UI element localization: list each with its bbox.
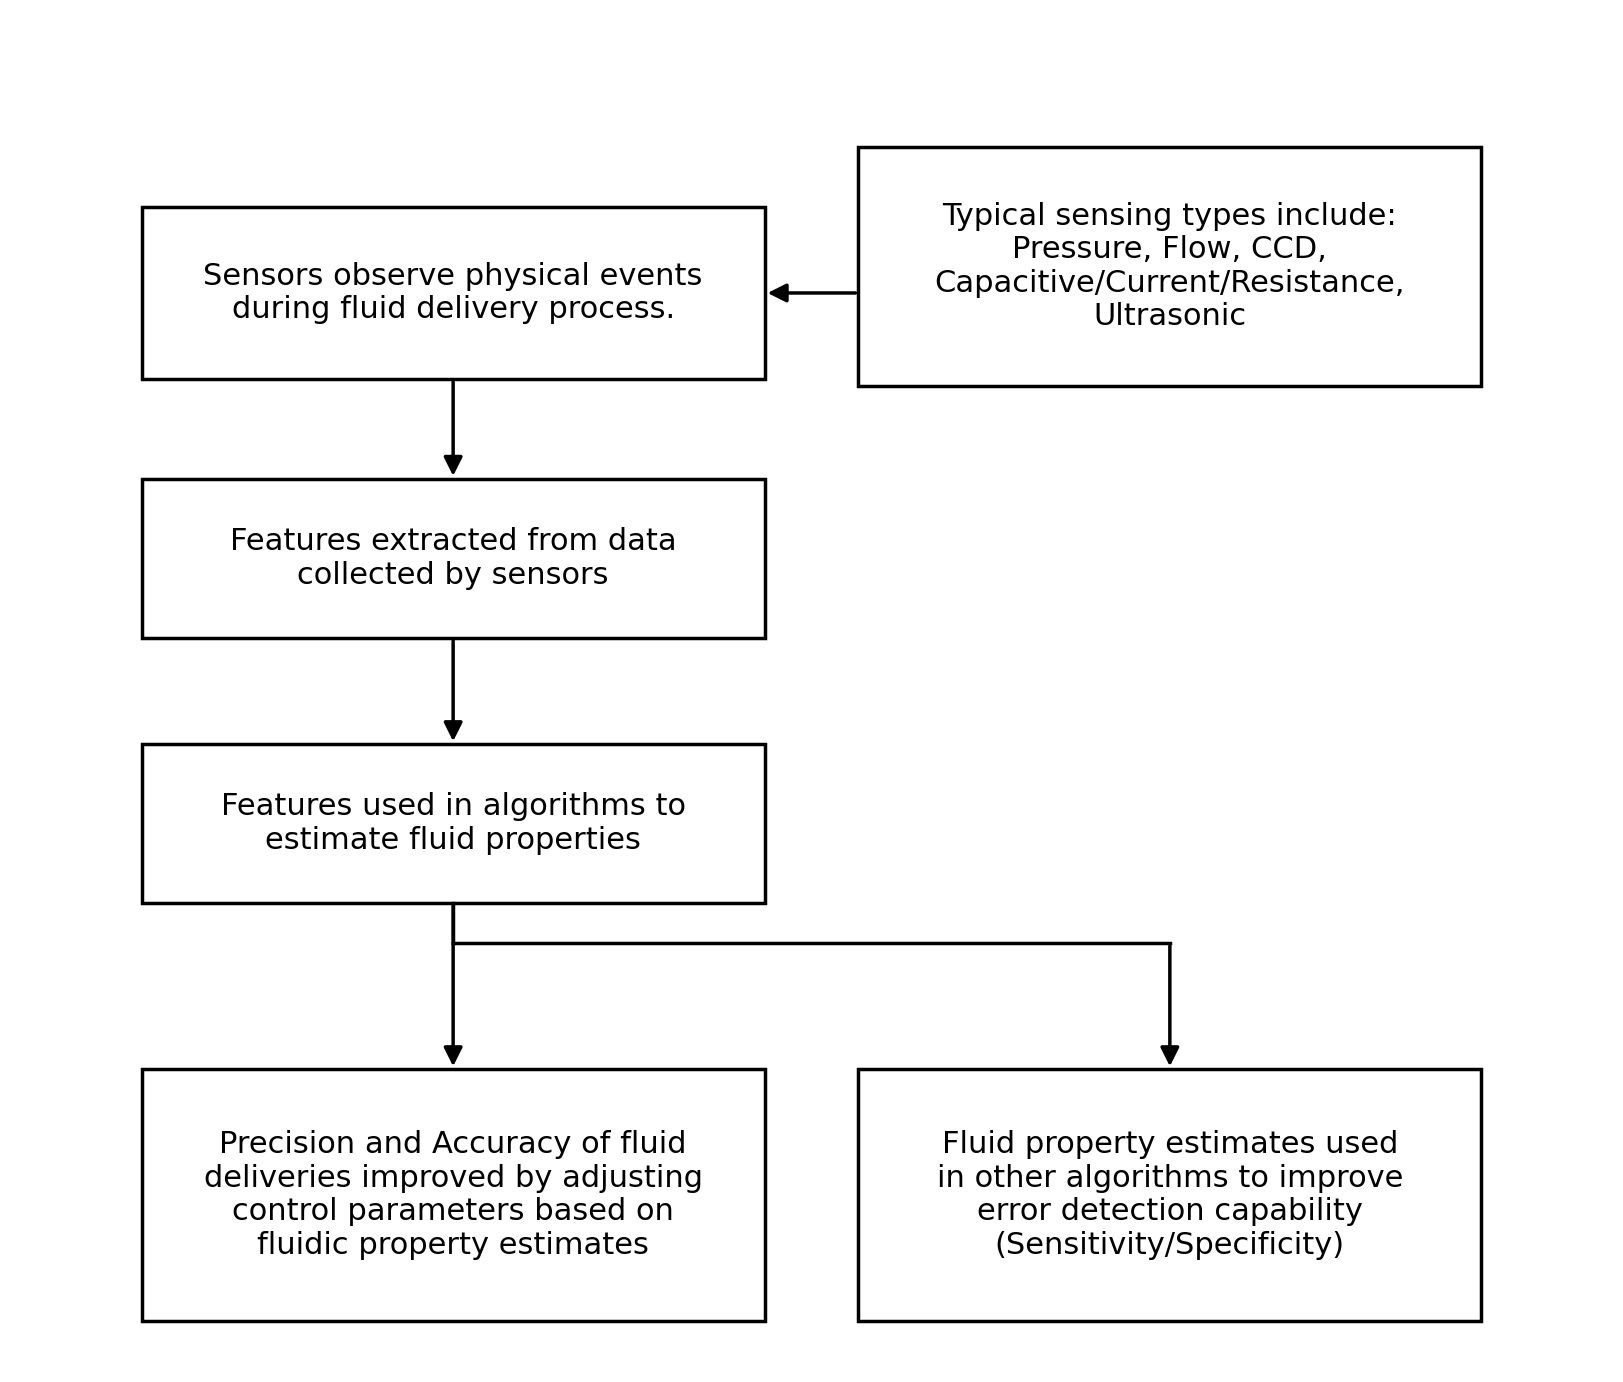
FancyBboxPatch shape: [859, 1070, 1482, 1321]
Text: Fluid property estimates used
in other algorithms to improve
error detection cap: Fluid property estimates used in other a…: [936, 1130, 1402, 1260]
Text: Typical sensing types include:
Pressure, Flow, CCD,
Capacitive/Current/Resistanc: Typical sensing types include: Pressure,…: [935, 202, 1406, 332]
Text: Features extracted from data
collected by sensors: Features extracted from data collected b…: [230, 527, 677, 590]
Text: Sensors observe physical events
during fluid delivery process.: Sensors observe physical events during f…: [203, 261, 703, 325]
Text: Precision and Accuracy of fluid
deliveries improved by adjusting
control paramet: Precision and Accuracy of fluid deliveri…: [203, 1130, 703, 1260]
FancyBboxPatch shape: [859, 146, 1482, 386]
FancyBboxPatch shape: [141, 744, 764, 904]
FancyBboxPatch shape: [141, 1070, 764, 1321]
Text: Features used in algorithms to
estimate fluid properties: Features used in algorithms to estimate …: [221, 792, 685, 855]
FancyBboxPatch shape: [141, 207, 764, 379]
FancyBboxPatch shape: [141, 478, 764, 638]
